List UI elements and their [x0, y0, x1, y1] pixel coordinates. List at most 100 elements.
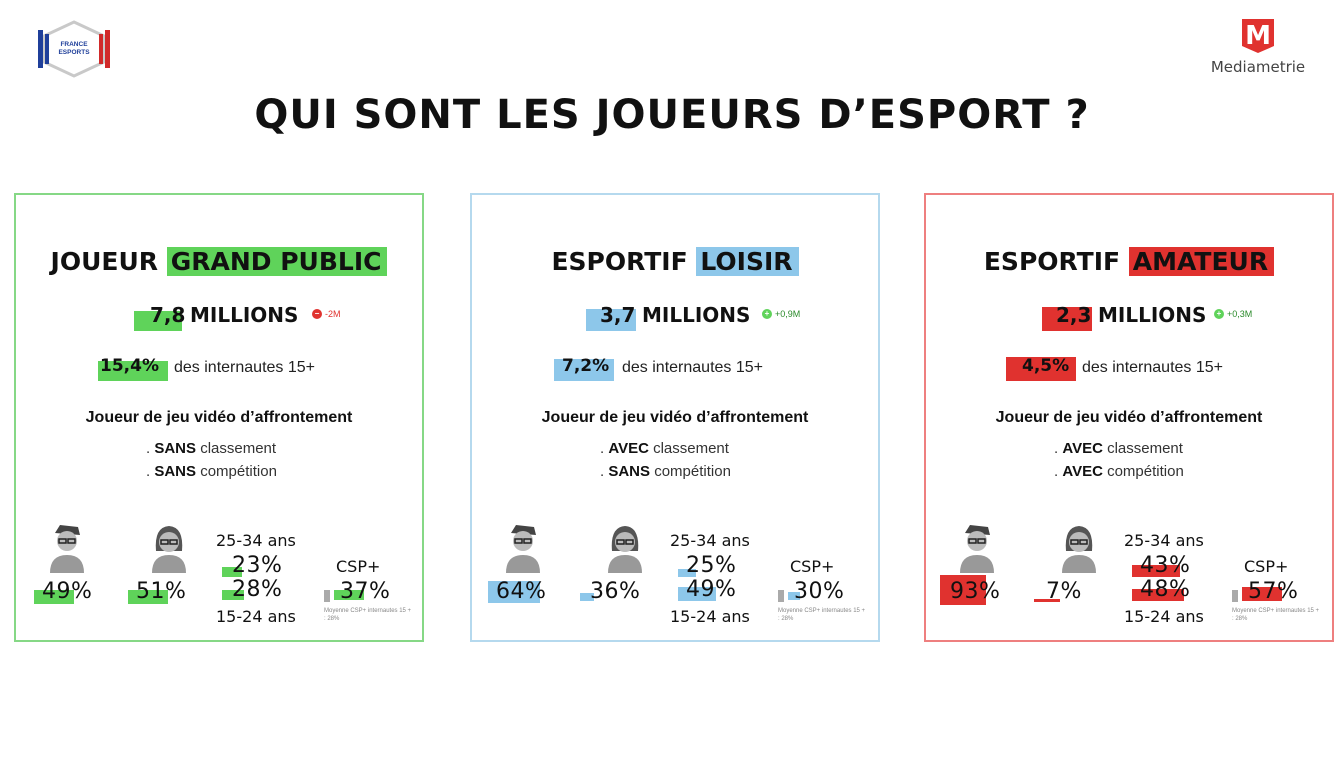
criterion-ranking: . SANS classement [146, 440, 277, 457]
criterion-ranking: . AVEC classement [600, 440, 729, 457]
female-share-bar [1034, 599, 1060, 602]
male-share-bar [940, 575, 986, 605]
csp-average-note: Moyenne CSP+ internautes 15 + : 28% [324, 608, 412, 622]
female-percentage: 51% [136, 579, 187, 604]
share-highlight-bar [98, 361, 168, 381]
card-title-prefix: ESPORTIF [983, 247, 1121, 276]
criterion-competition: . SANS compétition [600, 463, 731, 480]
age-top-label: 25-34 ans [670, 531, 750, 550]
share-suffix: des internautes 15+ [174, 359, 315, 376]
age-bottom-bar [222, 590, 244, 600]
csp-label: CSP+ [336, 557, 381, 576]
count-value: 3,7 [600, 303, 636, 327]
age-top-bar [1132, 565, 1180, 577]
count-delta: -2M [325, 309, 341, 319]
card-description: Joueur de jeu vidéo d’affrontement [85, 409, 353, 426]
csp-bar [1242, 587, 1282, 601]
france-esports-logo-line-1: FRANCE [60, 41, 88, 48]
age-bottom-percentage: 48% [1140, 577, 1191, 602]
mediametrie-name: Mediametrie [1210, 58, 1306, 76]
share-highlight-bar [1006, 357, 1076, 381]
card-title-prefix: ESPORTIF [551, 247, 688, 276]
female-person-icon [1062, 526, 1096, 573]
count-delta: +0,9M [775, 309, 801, 319]
count-delta: +0,3M [1227, 309, 1253, 319]
count-unit: MILLIONS [1098, 303, 1207, 327]
male-person-icon [506, 525, 540, 573]
csp-label: CSP+ [1244, 557, 1289, 576]
count-unit: MILLIONS [190, 303, 299, 327]
csp-percentage: 37% [340, 579, 391, 604]
share-suffix: des internautes 15+ [1082, 359, 1223, 376]
male-share-bar [34, 590, 74, 604]
male-person-icon [50, 525, 84, 573]
female-share-bar [128, 590, 168, 604]
count-value: 2,3 [1056, 303, 1092, 327]
count-highlight-bar [1042, 307, 1092, 331]
age-top-label: 25-34 ans [216, 531, 296, 550]
card-title-prefix: JOUEUR [50, 247, 158, 276]
card-title-highlight: LOISIR [696, 247, 799, 276]
age-top-percentage: 23% [232, 553, 283, 578]
card-title-highlight: GRAND PUBLIC [166, 247, 388, 276]
female-person-icon [608, 526, 642, 573]
female-person-icon [152, 526, 186, 573]
france-esports-logo: FRANCE ESPORTS [34, 20, 114, 78]
card-grand-public: JOUEUR GRAND PUBLIC 7,8 MILLIONS − -2M 1… [14, 193, 424, 642]
csp-percentage: 30% [794, 579, 845, 604]
female-share-bar [580, 593, 594, 601]
male-percentage: 93% [950, 579, 1001, 604]
card-description: Joueur de jeu vidéo d’affrontement [995, 409, 1263, 426]
csp-bar [334, 590, 364, 600]
mediametrie-logo: M Mediametrie [1196, 16, 1320, 82]
page-title: QUI SONT LES JOUEURS D’ESPORT ? [254, 92, 1090, 138]
csp-bar [788, 592, 800, 600]
card-esportif-loisir: ESPORTIF LOISIR 3,7 MILLIONS + +0,9M 7,2… [470, 193, 880, 642]
male-percentage: 49% [42, 579, 93, 604]
csp-average-note: Moyenne CSP+ internautes 15 + : 28% [778, 608, 866, 622]
share-value: 7,2% [562, 356, 610, 376]
share-value: 15,4% [100, 356, 159, 376]
count-value: 7,8 [150, 303, 186, 327]
csp-average-marker [778, 590, 784, 602]
criterion-competition: . AVEC compétition [1054, 463, 1184, 480]
csp-label: CSP+ [790, 557, 835, 576]
count-highlight-bar [134, 311, 182, 331]
share-suffix: des internautes 15+ [622, 359, 763, 376]
age-bottom-percentage: 28% [232, 577, 283, 602]
csp-average-note: Moyenne CSP+ internautes 15 + : 28% [1232, 608, 1320, 622]
plus-circle-icon: + [1214, 309, 1224, 319]
female-percentage: 7% [1046, 579, 1082, 604]
share-highlight-bar [554, 359, 614, 381]
count-highlight-bar [586, 309, 636, 331]
age-top-percentage: 43% [1140, 553, 1191, 578]
count-unit: MILLIONS [642, 303, 751, 327]
age-top-percentage: 25% [686, 553, 737, 578]
age-top-label: 25-34 ans [1124, 531, 1204, 550]
share-value: 4,5% [1022, 356, 1070, 376]
france-esports-logo-line-2: ESPORTS [58, 49, 90, 56]
male-person-icon [960, 525, 994, 573]
card-title-highlight: AMATEUR [1128, 247, 1275, 276]
male-percentage: 64% [496, 579, 547, 604]
csp-percentage: 57% [1248, 579, 1299, 604]
criterion-ranking: . AVEC classement [1054, 440, 1183, 457]
card-description: Joueur de jeu vidéo d’affrontement [541, 409, 809, 426]
age-bottom-label: 15-24 ans [1124, 607, 1204, 626]
age-top-bar [222, 567, 242, 577]
age-top-bar [678, 569, 696, 577]
male-share-bar [488, 581, 540, 603]
csp-average-marker [1232, 590, 1238, 602]
card-title: JOUEUR GRAND PUBLIC [16, 247, 422, 276]
mediametrie-logo-letter: M [1245, 21, 1271, 51]
age-bottom-percentage: 49% [686, 577, 737, 602]
criterion-competition: . SANS compétition [146, 463, 277, 480]
age-bottom-bar [1132, 589, 1184, 601]
minus-circle-icon: − [312, 309, 322, 319]
csp-average-marker [324, 590, 330, 602]
card-title: ESPORTIF LOISIR [472, 247, 878, 276]
card-title: ESPORTIF AMATEUR [926, 247, 1332, 276]
age-bottom-bar [678, 587, 716, 601]
plus-circle-icon: + [762, 309, 772, 319]
age-bottom-label: 15-24 ans [670, 607, 750, 626]
